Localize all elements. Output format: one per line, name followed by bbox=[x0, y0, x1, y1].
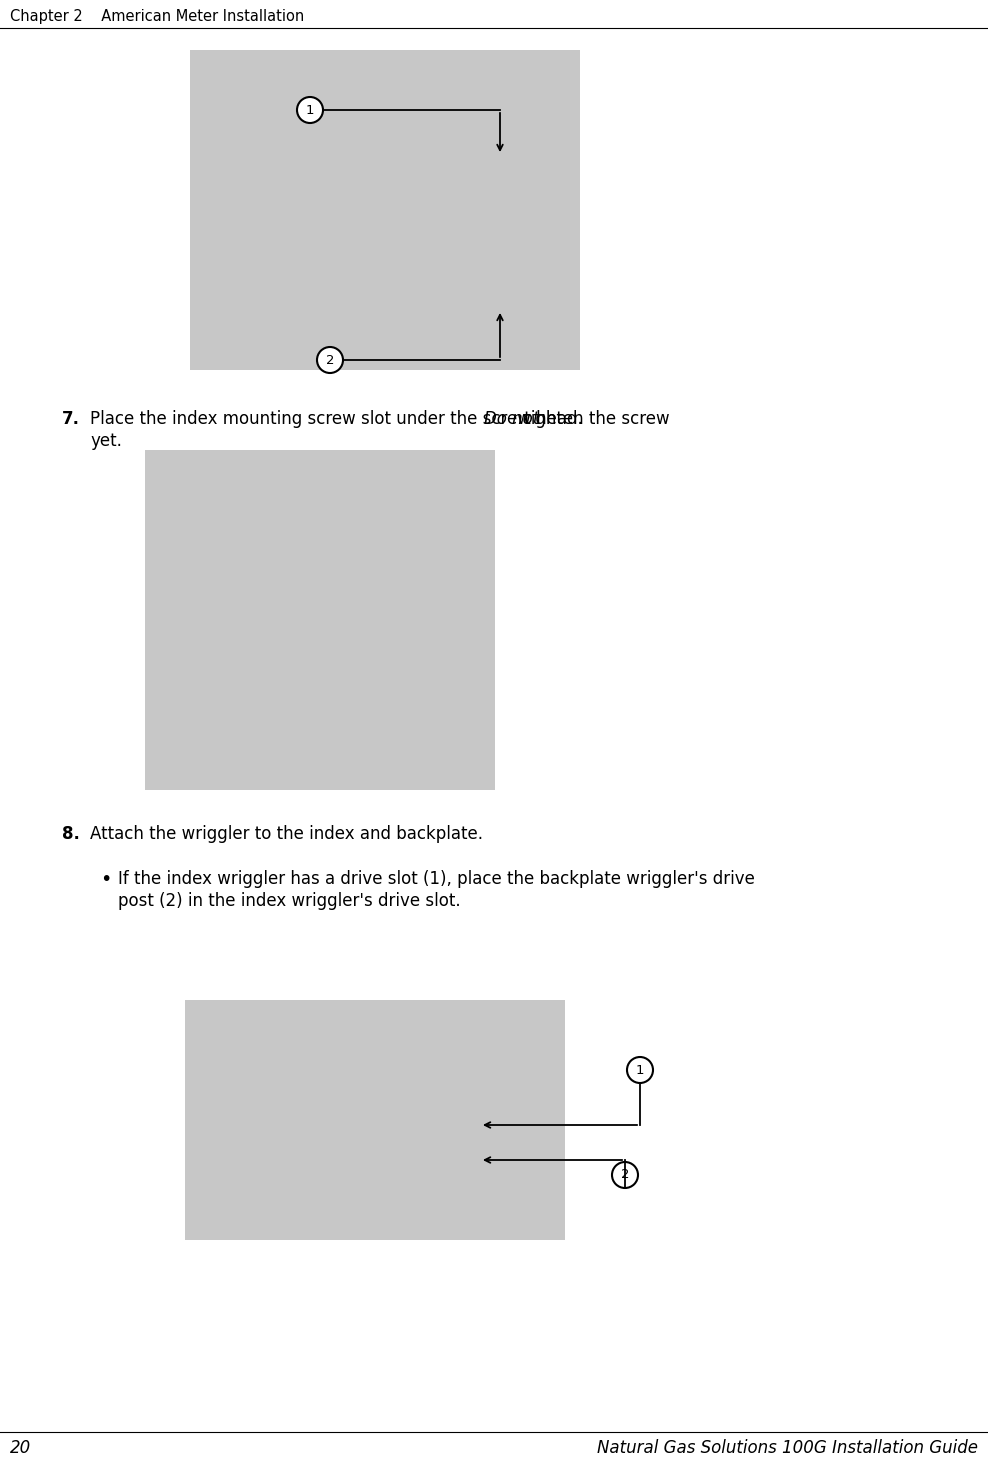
Text: 1: 1 bbox=[635, 1063, 644, 1076]
Text: •: • bbox=[100, 870, 112, 889]
Text: 8.: 8. bbox=[62, 825, 80, 842]
Text: If the index wriggler has a drive slot (1), place the backplate wriggler's drive: If the index wriggler has a drive slot (… bbox=[118, 870, 755, 888]
Text: 7.: 7. bbox=[62, 410, 80, 428]
Circle shape bbox=[627, 1057, 653, 1083]
Circle shape bbox=[317, 347, 343, 372]
Text: Chapter 2    American Meter Installation: Chapter 2 American Meter Installation bbox=[10, 9, 304, 23]
Text: post (2) in the index wriggler's drive slot.: post (2) in the index wriggler's drive s… bbox=[118, 892, 460, 910]
Bar bbox=[185, 1000, 565, 1240]
Text: 20: 20 bbox=[10, 1440, 32, 1457]
Text: yet.: yet. bbox=[90, 432, 122, 450]
Bar bbox=[145, 450, 495, 790]
Text: Place the index mounting screw slot under the screw head.: Place the index mounting screw slot unde… bbox=[90, 410, 588, 428]
Text: tighten the screw: tighten the screw bbox=[519, 410, 670, 428]
Text: 2: 2 bbox=[326, 353, 334, 366]
Circle shape bbox=[297, 96, 323, 123]
Bar bbox=[190, 50, 580, 369]
Text: Natural Gas Solutions 100G Installation Guide: Natural Gas Solutions 100G Installation … bbox=[597, 1440, 978, 1457]
Text: 2: 2 bbox=[620, 1168, 629, 1181]
Text: Do not: Do not bbox=[484, 410, 539, 428]
Text: Attach the wriggler to the index and backplate.: Attach the wriggler to the index and bac… bbox=[90, 825, 483, 842]
Circle shape bbox=[612, 1162, 638, 1188]
Text: 1: 1 bbox=[305, 104, 314, 117]
